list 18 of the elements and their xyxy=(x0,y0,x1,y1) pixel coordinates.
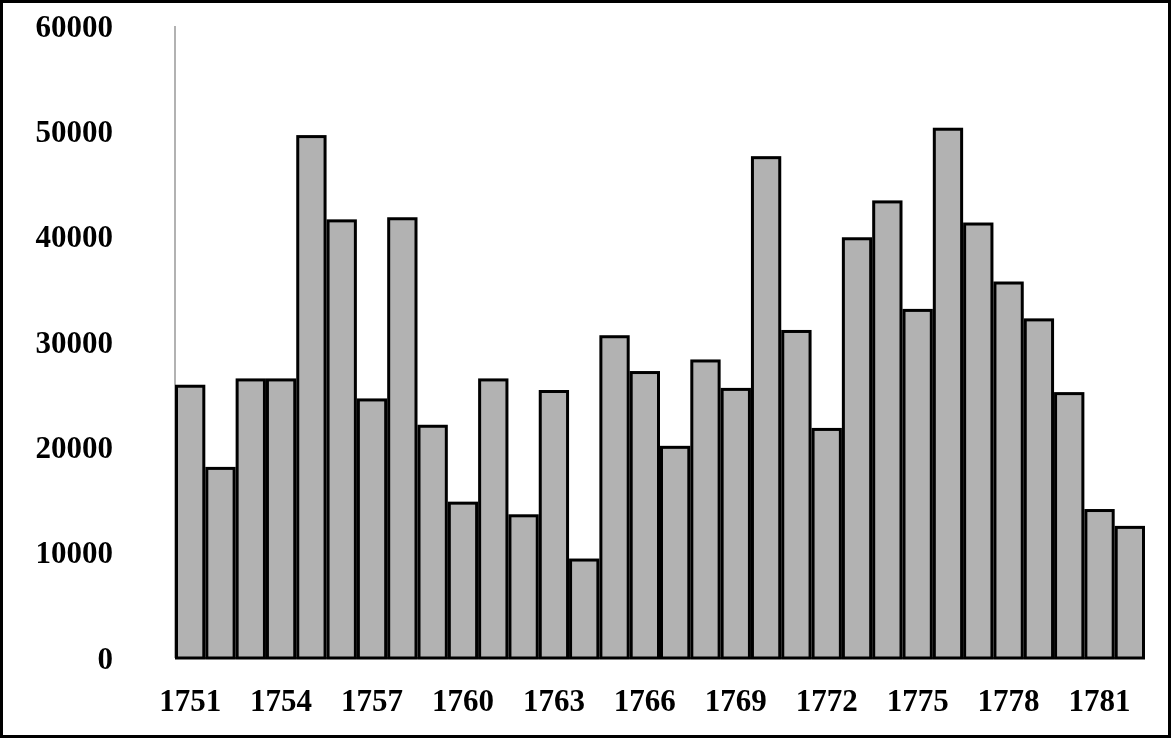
y-tick-label: 0 xyxy=(97,640,113,676)
x-tick-label: 1763 xyxy=(522,682,585,718)
x-tick-label: 1772 xyxy=(795,682,858,718)
x-tick-label: 1754 xyxy=(250,682,313,718)
x-tick-label: 1778 xyxy=(977,682,1040,718)
x-tick-label: 1760 xyxy=(431,682,494,718)
y-tick-label: 30000 xyxy=(35,324,113,360)
y-tick-label: 10000 xyxy=(35,535,113,571)
x-tick-label: 1757 xyxy=(341,682,404,718)
x-tick-label: 1769 xyxy=(704,682,767,718)
y-tick-label: 40000 xyxy=(35,219,113,255)
y-tick-label: 50000 xyxy=(35,113,113,149)
y-tick-label: 60000 xyxy=(35,8,113,44)
x-tick-label: 1775 xyxy=(886,682,949,718)
x-tick-label: 1766 xyxy=(613,682,676,718)
x-tick-label: 1751 xyxy=(159,682,222,718)
x-tick-label: 1781 xyxy=(1068,682,1131,718)
y-tick-label: 20000 xyxy=(35,429,113,465)
